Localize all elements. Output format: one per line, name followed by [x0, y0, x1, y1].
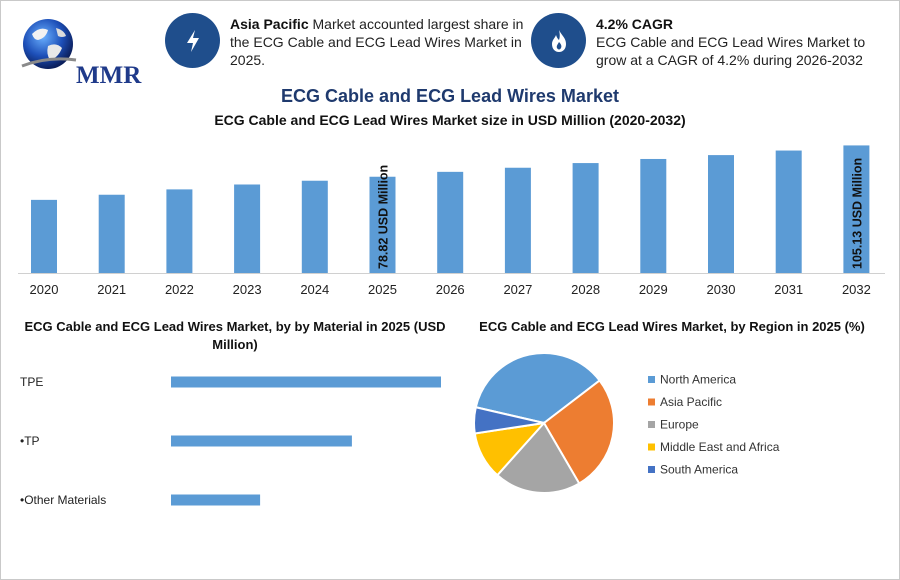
pie-slice-south-america	[473, 406, 545, 435]
bar-2020	[31, 199, 57, 273]
logo-text: MMR	[76, 62, 142, 89]
bar-2027	[504, 167, 531, 273]
bar-2028	[572, 163, 599, 273]
info-card-1-body: Market accounted largest share in the EC…	[230, 16, 524, 68]
legend-swatch	[648, 398, 655, 406]
x-tick-label: 2026	[436, 282, 465, 297]
pie-slice-europe	[495, 421, 581, 494]
x-tick-label: 2022	[165, 282, 194, 297]
legend-swatch	[648, 466, 655, 473]
bar-2030	[708, 155, 734, 273]
material-bar	[171, 435, 352, 447]
bar-2029	[640, 158, 667, 273]
data-label: 105.13 USD Million	[850, 158, 864, 269]
info-card-2-text: 4.2% CAGR ECG Cable and ECG Lead Wires M…	[596, 15, 886, 69]
legend-label: Europe	[660, 418, 699, 432]
x-tick-label: 2032	[842, 282, 871, 297]
bar-2022	[166, 189, 193, 273]
info-card-2-highlight: 4.2% CAGR	[596, 16, 674, 32]
bar-2025	[369, 176, 396, 273]
material-bar-chart: TPE •TP •Other Materials	[20, 375, 441, 507]
legend-label: Middle East and Africa	[660, 440, 780, 454]
x-tick-label: 2023	[233, 282, 262, 297]
x-tick-label: 2025	[368, 282, 397, 297]
material-label: •Other Materials	[20, 493, 106, 507]
legend-swatch	[648, 443, 655, 451]
bar-2026	[437, 171, 464, 273]
chart-subtitle: ECG Cable and ECG Lead Wires Market size…	[214, 112, 686, 128]
region-section-title: ECG Cable and ECG Lead Wires Market, by …	[479, 319, 865, 334]
x-tick-label: 2029	[639, 282, 668, 297]
legend-label: North America	[660, 373, 736, 387]
x-tick-label: 2021	[97, 282, 126, 297]
material-bar	[171, 376, 441, 388]
info-card-2-badge	[531, 13, 586, 68]
bar-2023	[234, 184, 261, 273]
material-label: •TP	[20, 434, 40, 448]
material-bar	[171, 494, 261, 506]
info-card-2-body: ECG Cable and ECG Lead Wires Market to g…	[596, 34, 866, 68]
bar-2024	[301, 180, 328, 273]
pie-slice-asia-pacific	[542, 379, 616, 485]
x-tick-label: 2027	[503, 282, 532, 297]
legend-label: South America	[660, 463, 738, 477]
legend-label: Asia Pacific	[660, 395, 722, 409]
info-card-1-highlight: Asia Pacific	[230, 16, 309, 32]
bar-2021	[98, 194, 125, 273]
pie-slice-north-america	[474, 352, 602, 425]
x-tick-label: 2031	[774, 282, 803, 297]
globe-icon	[21, 19, 77, 69]
x-tick-label: 2020	[30, 282, 59, 297]
market-size-bar-chart: 2020 2021 2022 2023 2024 2025 78.82 USD Millio…	[18, 145, 885, 297]
legend-swatch	[648, 421, 655, 428]
info-card-1-badge	[165, 13, 220, 68]
mmr-logo: MMR	[18, 16, 141, 89]
bar-2032	[843, 145, 870, 273]
legend-swatch	[648, 376, 655, 383]
bolt-icon	[186, 29, 199, 52]
region-pie-chart: North America Asia Pacific Europe Middle Ea…	[473, 352, 780, 494]
data-label: 78.82 USD Million	[377, 165, 391, 269]
page-title: ECG Cable and ECG Lead Wires Market	[281, 86, 619, 106]
flame-icon	[551, 29, 566, 52]
material-section-title: ECG Cable and ECG Lead Wires Market, by …	[24, 319, 446, 352]
x-tick-label: 2030	[707, 282, 736, 297]
x-tick-label: 2028	[571, 282, 600, 297]
info-card-1-text: Asia Pacific Market accounted largest sh…	[230, 15, 525, 69]
x-tick-label: 2024	[300, 282, 329, 297]
material-label: TPE	[20, 375, 43, 389]
bar-2031	[775, 150, 802, 273]
